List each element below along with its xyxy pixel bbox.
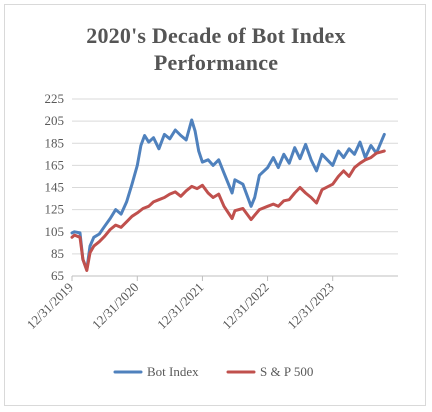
y-tick-label-225: 225 (45, 91, 65, 106)
y-tick-label-85: 85 (51, 246, 64, 261)
y-tick-label-145: 145 (45, 180, 65, 195)
y-tick-label-205: 205 (45, 113, 65, 128)
series-line-0 (70, 118, 386, 271)
y-tick-label-165: 165 (45, 157, 65, 172)
x-tick-label-4: 12/31/2023 (284, 280, 336, 332)
chart-title-line-2: Performance (153, 50, 279, 75)
x-tick-label-3: 12/31/2022 (219, 280, 271, 332)
chart-title-line-1: 2020's Decade of Bot Index (86, 23, 346, 48)
x-tick-label-1: 12/31/2020 (89, 280, 141, 332)
x-tick-label-2: 12/31/2021 (154, 280, 206, 332)
series-line-1 (70, 149, 386, 272)
y-tick-label-125: 125 (45, 202, 65, 217)
legend-label-1: S & P 500 (260, 364, 313, 379)
y-tick-label-65: 65 (51, 268, 64, 283)
y-tick-label-185: 185 (45, 135, 65, 150)
x-tick-label-0: 12/31/2019 (24, 280, 76, 332)
chart-frame (4, 4, 426, 406)
chart-title: 2020's Decade of Bot Index Performance (0, 22, 432, 76)
legend-label-0: Bot Index (147, 364, 199, 379)
y-tick-label-105: 105 (45, 224, 65, 239)
